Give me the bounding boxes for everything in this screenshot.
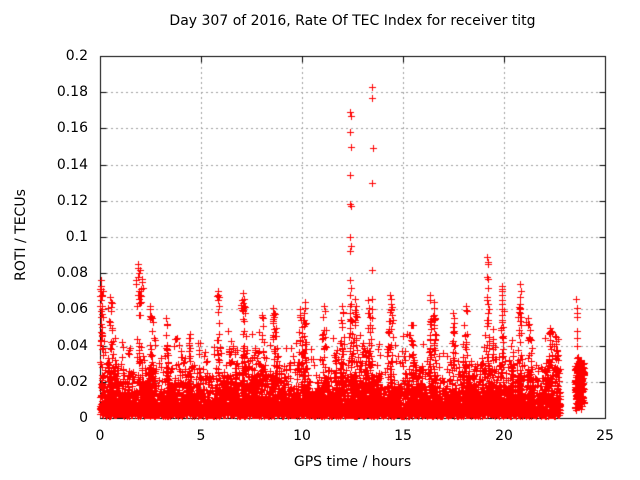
x-tick-label: 10 <box>293 428 311 444</box>
y-tick-label: 0.12 <box>56 192 88 209</box>
y-tick-label: 0 <box>79 410 88 426</box>
y-tick-label: 0.1 <box>65 229 88 245</box>
chart-title: Day 307 of 2016, Rate Of TEC Index for r… <box>169 13 536 29</box>
y-tick-label: 0.14 <box>56 156 88 173</box>
y-tick-label: 0.04 <box>56 337 88 354</box>
y-tick-label: 0.06 <box>56 301 88 318</box>
x-tick-label: 0 <box>95 428 105 444</box>
y-tick-label: 0.08 <box>56 265 88 282</box>
x-tick-label: 5 <box>196 428 206 444</box>
x-tick-label: 25 <box>596 428 614 444</box>
y-tick-label: 0.02 <box>56 373 88 390</box>
y-axis-label: ROTI / TECUs <box>13 189 29 281</box>
x-tick-label: 15 <box>394 428 412 444</box>
x-tick-label: 20 <box>495 428 513 444</box>
y-tick-label: 0.18 <box>56 84 88 101</box>
y-tick-label: 0.16 <box>56 120 88 137</box>
x-axis-label: GPS time / hours <box>293 454 412 470</box>
y-tick-label: 0.2 <box>65 48 88 64</box>
